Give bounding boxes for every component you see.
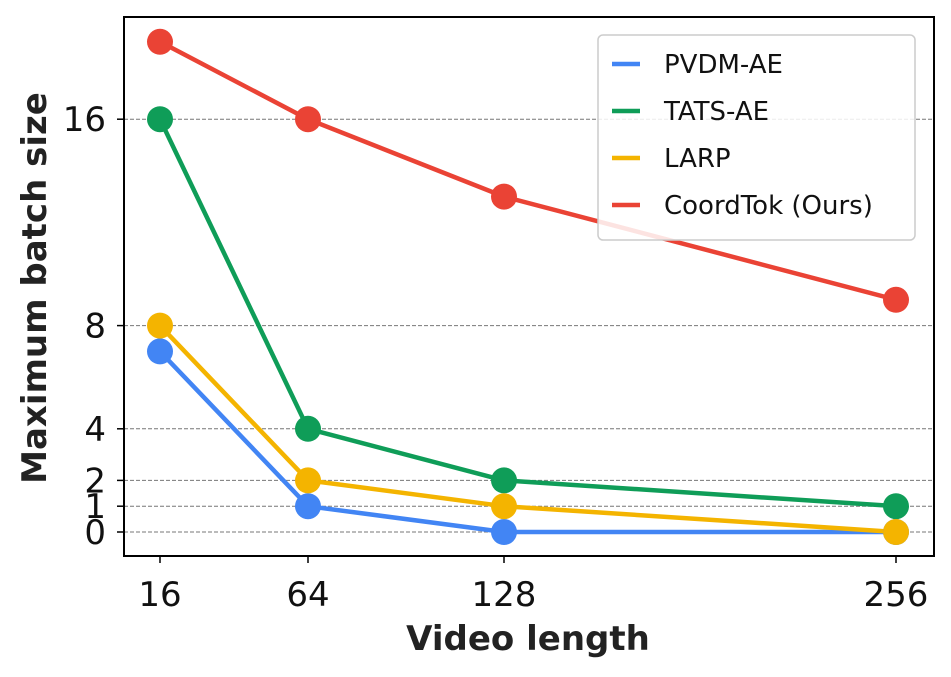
data-point-coordtok-ours-64 xyxy=(295,106,321,133)
series-line-pvdm-ae xyxy=(157,349,899,535)
plot-frame xyxy=(123,16,935,557)
legend-label-pvdm-ae: PVDM-AE xyxy=(664,50,783,80)
y-axis-ticks: 012 4 8 16 xyxy=(63,100,124,553)
legend-box xyxy=(597,34,916,241)
x-tick-label-256: 256 xyxy=(864,575,929,615)
data-point-larp-64 xyxy=(295,467,321,494)
y-tick-label-4: 4 xyxy=(84,410,106,450)
series-line-larp xyxy=(157,323,899,535)
legend-label-coordtok-ours: CoordTok (Ours) xyxy=(664,191,873,221)
x-axis-title: Video length xyxy=(406,619,650,659)
legend: PVDM-AE TATS-AE LARP CoordTok (Ours) xyxy=(597,34,916,241)
x-tick-label-64: 64 xyxy=(286,575,329,615)
legend-label-tats-ae: TATS-AE xyxy=(663,97,769,127)
legend-label-larp: LARP xyxy=(664,144,731,174)
data-point-tats-ae-64 xyxy=(295,415,321,442)
data-point-coordtok-ours-256 xyxy=(883,286,909,313)
data-point-tats-ae-256 xyxy=(883,493,909,520)
data-point-pvdm-ae-128 xyxy=(491,519,517,545)
data-point-larp-16 xyxy=(147,312,173,339)
series-line-tats-ae xyxy=(157,116,899,509)
x-tick-label-128: 128 xyxy=(472,575,537,615)
data-point-pvdm-ae-64 xyxy=(295,493,321,520)
y-tick-label-1: 1 xyxy=(84,487,106,527)
data-point-larp-128 xyxy=(491,493,517,520)
data-point-coordtok-ours-128 xyxy=(491,183,517,210)
data-point-coordtok-ours-16 xyxy=(147,28,173,55)
y-tick-label-16: 16 xyxy=(63,100,106,140)
y-tick-label-8: 8 xyxy=(84,307,106,347)
series-line-coordtok-ours xyxy=(157,39,899,303)
x-axis-ticks: 16 64 128 256 xyxy=(138,556,928,615)
y-tick-label-0: 0 xyxy=(84,513,106,553)
y-axis-title: Maximum batch size xyxy=(15,92,55,484)
data-point-tats-ae-16 xyxy=(147,106,173,133)
data-point-pvdm-ae-16 xyxy=(147,338,173,365)
x-tick-label-16: 16 xyxy=(138,575,181,615)
series-lines xyxy=(157,39,899,535)
y-tick-label-2: 2 xyxy=(84,461,106,501)
data-point-tats-ae-128 xyxy=(491,467,517,494)
series-markers xyxy=(147,28,909,545)
data-point-larp-256 xyxy=(883,519,909,545)
